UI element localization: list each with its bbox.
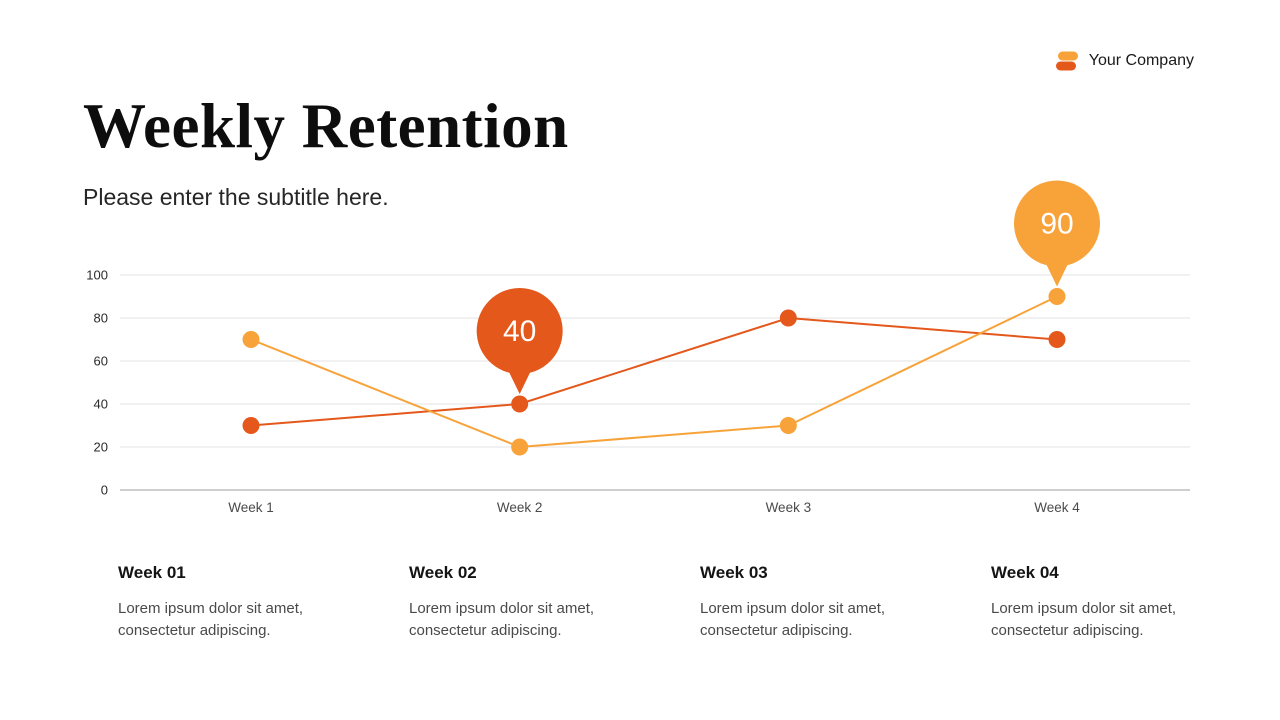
data-point-retention-light-orange [1048,288,1066,305]
data-point-retention-dark-orange [511,395,529,413]
data-point-retention-light-orange [242,331,260,348]
annotation-bubble [476,288,563,374]
y-axis-tick-label: 40 [94,397,108,412]
footnote-body: Lorem ipsum dolor sit amet, consectetur … [991,600,1177,639]
y-axis-tick-label: 0 [101,483,108,498]
footnote-title: Week 02 [409,563,477,582]
page-title: Weekly Retention [83,91,569,161]
data-point-retention-dark-orange [1048,331,1066,348]
data-point-retention-light-orange [779,417,797,434]
y-axis-tick-label: 60 [94,354,108,369]
series-line-retention-light-orange [250,295,1058,449]
footnotes: Week 01 Lorem ipsum dolor sit amet, cons… [118,563,1206,642]
data-point-retention-light-orange [511,438,529,456]
x-axis-category-label: Week 2 [497,500,543,515]
footnote-week-02: Week 02 Lorem ipsum dolor sit amet, cons… [409,563,624,642]
x-axis-category-label: Week 4 [1034,500,1080,515]
company-name: Your Company [1088,52,1194,69]
footnote-week-01: Week 01 Lorem ipsum dolor sit amet, cons… [118,563,333,642]
annotation-pointer [1041,253,1073,287]
y-axis-tick-label: 100 [86,268,108,283]
footnote-week-04: Week 04 Lorem ipsum dolor sit amet, cons… [991,563,1206,642]
footnote-week-03: Week 03 Lorem ipsum dolor sit amet, cons… [700,563,915,642]
y-axis-tick-label: 20 [94,440,108,455]
y-axis-tick-label: 80 [94,311,108,326]
annotation-bubble [1014,180,1100,267]
annotation-label: 90 [1040,208,1073,241]
company-logo-icon [1054,48,1080,74]
footnote-body: Lorem ipsum dolor sit amet, consectetur … [700,600,886,639]
footnote-body: Lorem ipsum dolor sit amet, consectetur … [118,600,304,639]
x-axis-category-label: Week 3 [766,500,812,515]
footnote-title: Week 04 [991,563,1059,582]
x-axis-category-label: Week 1 [228,500,274,515]
footnote-title: Week 03 [700,563,768,582]
data-point-retention-dark-orange [779,309,797,327]
footnote-body: Lorem ipsum dolor sit amet, consectetur … [409,600,595,639]
page-subtitle: Please enter the subtitle here. [83,184,389,210]
annotation-pointer [503,361,536,394]
brand: Your Company [1054,48,1194,74]
data-point-retention-dark-orange [242,417,260,434]
series-line-retention-dark-orange [250,316,1058,427]
annotation-label: 40 [503,315,536,348]
footnote-title: Week 01 [118,563,186,582]
